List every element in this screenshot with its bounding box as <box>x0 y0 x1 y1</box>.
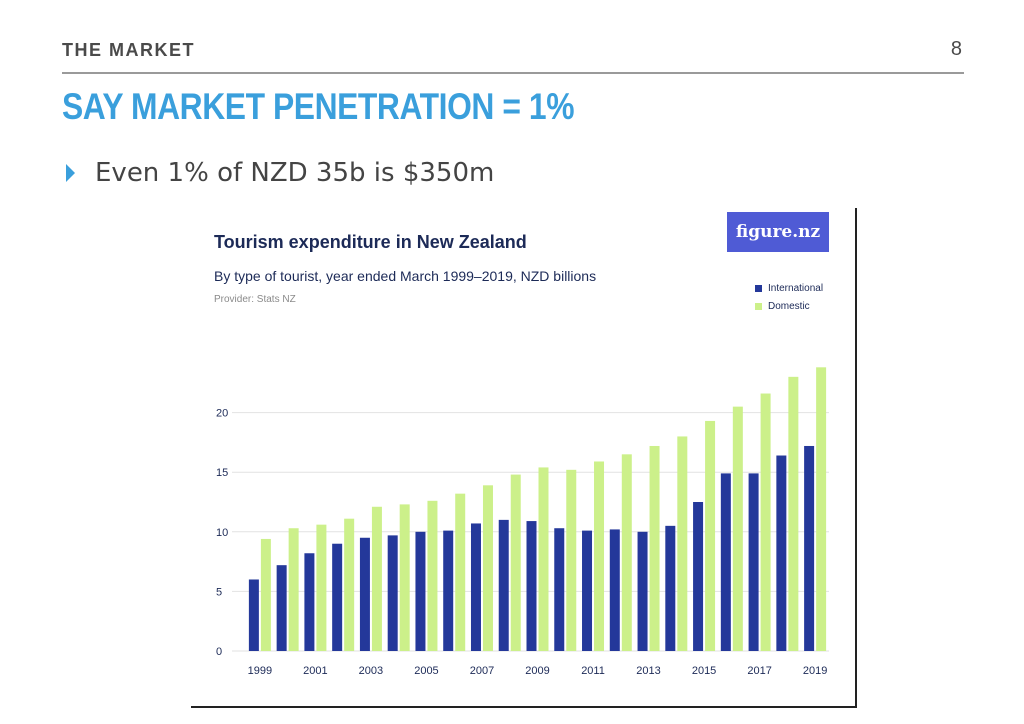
bar-international-2017 <box>748 473 759 651</box>
x-tick-label: 2003 <box>359 665 383 677</box>
chart-provider: Provider: Stats NZ <box>214 294 296 305</box>
legend-item-international: International <box>755 279 823 297</box>
bar-domestic-1999 <box>260 538 271 651</box>
bar-international-2008 <box>498 519 509 651</box>
bar-international-2016 <box>720 473 731 651</box>
bar-international-2012 <box>609 529 620 651</box>
bar-domestic-2001 <box>316 524 327 651</box>
bar-international-2007 <box>470 523 481 651</box>
bar-domestic-2000 <box>288 528 299 651</box>
bar-domestic-2002 <box>344 518 355 651</box>
x-tick-label: 2007 <box>470 665 494 677</box>
page-number: 8 <box>950 38 962 60</box>
bar-domestic-2009 <box>538 467 549 651</box>
bar-international-2009 <box>526 521 537 651</box>
header-rule <box>62 72 964 74</box>
chart-title: Tourism expenditure in New Zealand <box>214 232 527 252</box>
x-tick-label: 2017 <box>747 665 771 677</box>
x-tick-label: 2015 <box>692 665 716 677</box>
section-label: THE MARKET <box>62 40 195 60</box>
bullet-text: Even 1% of NZD 35b is $350m <box>95 158 495 188</box>
chart-figure: Tourism expenditure in New Zealand By ty… <box>191 208 857 708</box>
bar-international-2004 <box>387 535 398 651</box>
bar-domestic-2018 <box>788 376 799 651</box>
bar-domestic-2014 <box>677 436 688 651</box>
y-tick-label: 20 <box>216 408 228 420</box>
figure-nz-logo: figure.nz <box>727 212 829 252</box>
y-tick-label: 0 <box>216 646 222 658</box>
y-tick-label: 10 <box>216 527 228 539</box>
bar-international-1999 <box>248 579 259 651</box>
x-tick-label: 1999 <box>248 665 272 677</box>
bullet-row: Even 1% of NZD 35b is $350m <box>66 158 494 188</box>
legend-label-domestic: Domestic <box>768 300 810 312</box>
bar-international-2011 <box>582 530 593 651</box>
bar-international-2001 <box>304 553 315 651</box>
x-tick-label: 2005 <box>414 665 438 677</box>
bar-international-2019 <box>804 445 815 651</box>
bar-international-2006 <box>443 530 454 651</box>
bar-domestic-2017 <box>760 393 771 651</box>
bar-domestic-2007 <box>482 485 493 651</box>
bar-international-2005 <box>415 531 426 651</box>
bullet-arrow-icon <box>66 164 75 182</box>
bar-chart: 0 5 10 15 20 1999 2001 2003 2005 2007 2009 2011 2013… <box>216 367 829 677</box>
bar-domestic-2008 <box>510 474 521 651</box>
bar-domestic-2005 <box>427 500 438 651</box>
legend-swatch-domestic <box>755 302 762 310</box>
bar-domestic-2004 <box>399 504 410 651</box>
x-tick-label: 2001 <box>303 665 327 677</box>
bar-international-2000 <box>276 565 287 651</box>
slide-title: SAY MARKET PENETRATION = 1% <box>62 86 575 127</box>
bar-international-2002 <box>332 543 343 651</box>
bar-international-2003 <box>359 537 370 651</box>
bar-domestic-2016 <box>732 406 743 651</box>
bar-international-2015 <box>693 502 704 651</box>
bar-international-2013 <box>637 531 648 651</box>
y-tick-label: 15 <box>216 467 228 479</box>
bar-international-2010 <box>554 528 565 651</box>
bar-domestic-2010 <box>566 469 577 651</box>
legend-item-domestic: Domestic <box>755 297 823 315</box>
x-tick-label: 2013 <box>636 665 660 677</box>
legend-swatch-international <box>755 284 762 292</box>
x-tick-label: 2009 <box>525 665 549 677</box>
bar-domestic-2019 <box>816 367 827 651</box>
bar-domestic-2013 <box>649 445 660 651</box>
legend-label-international: International <box>768 282 824 294</box>
bar-domestic-2011 <box>594 461 605 651</box>
x-tick-label: 2011 <box>581 665 605 677</box>
bar-domestic-2003 <box>371 506 382 651</box>
chart-subtitle: By type of tourist, year ended March 199… <box>214 268 597 284</box>
bar-international-2014 <box>665 525 676 651</box>
bar-domestic-2006 <box>455 493 466 651</box>
bar-domestic-2015 <box>705 420 716 651</box>
x-tick-label: 2019 <box>803 665 827 677</box>
bar-international-2018 <box>776 455 787 651</box>
chart-legend: International Domestic <box>755 279 823 315</box>
bar-domestic-2012 <box>621 454 632 651</box>
y-tick-label: 5 <box>216 586 222 598</box>
